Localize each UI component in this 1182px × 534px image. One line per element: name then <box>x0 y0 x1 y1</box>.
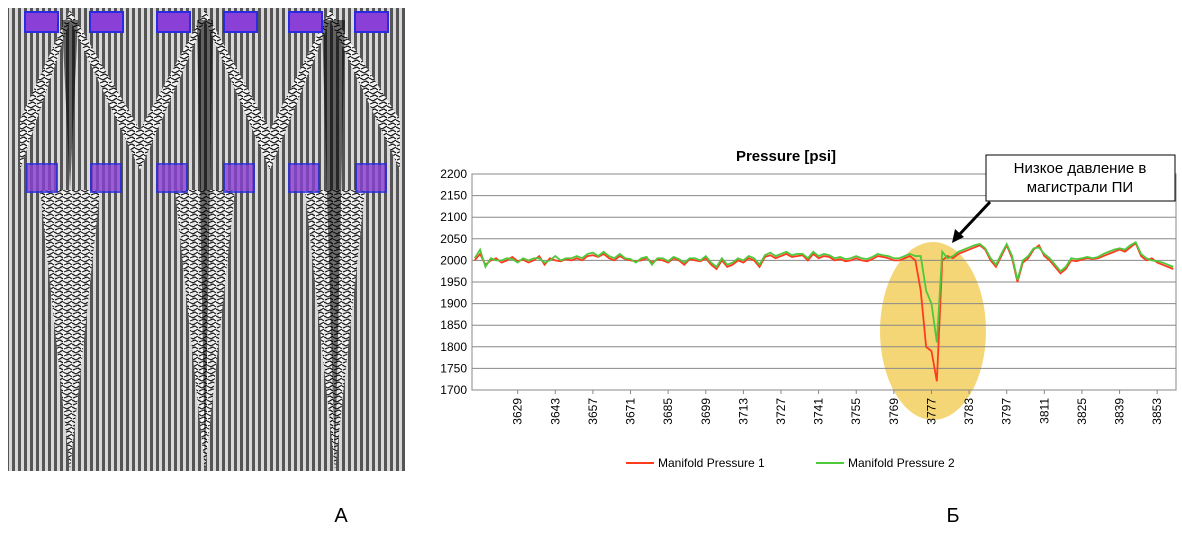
annotation: магистрали ПИ <box>1027 179 1133 196</box>
x-tick-label: 3629 <box>511 398 525 425</box>
y-tick-label: 2200 <box>440 167 467 181</box>
annotation-box <box>985 154 1176 202</box>
x-tick-label: 3777 <box>924 398 938 425</box>
x-tick-label: 3811 <box>1037 398 1051 424</box>
series-line <box>473 241 1174 382</box>
x-tick-label: 3713 <box>736 398 750 425</box>
y-tick-label: 2000 <box>440 253 467 267</box>
x-tick-label: 3685 <box>661 398 675 425</box>
x-tick-label: 3671 <box>624 398 638 425</box>
y-tick-label: 1800 <box>440 340 467 354</box>
x-tick-label: 3797 <box>1000 398 1014 425</box>
seismic-image <box>8 8 405 471</box>
x-tick-label: 3657 <box>586 398 600 425</box>
x-tick-label: 3727 <box>774 398 788 425</box>
highlight <box>880 242 986 420</box>
y-tick-label: 2150 <box>440 189 467 203</box>
y-tick-label: 2100 <box>440 210 467 224</box>
x-tick-label: 3643 <box>548 398 562 425</box>
x-tick-label: 3783 <box>962 398 976 425</box>
legend-label: Manifold Pressure 2 <box>848 456 955 470</box>
y-tick-label: 1950 <box>440 275 467 289</box>
chart-title: Pressure [psi] <box>736 148 836 165</box>
arrow <box>956 200 992 238</box>
annotation: Низкое давление в <box>1014 160 1147 177</box>
series-line <box>473 240 1174 343</box>
panel-label: А <box>334 505 348 527</box>
y-tick-label: 1900 <box>440 297 467 311</box>
x-tick-label: 3699 <box>699 398 713 425</box>
legend-label: Manifold Pressure 1 <box>658 456 765 470</box>
x-tick-label: 3825 <box>1075 398 1089 425</box>
x-tick-label: 3769 <box>887 398 901 425</box>
y-tick-label: 1700 <box>440 383 467 397</box>
y-tick-label: 2050 <box>440 232 467 246</box>
y-tick-label: 1850 <box>440 318 467 332</box>
x-tick-label: 3755 <box>849 398 863 425</box>
arrow-head <box>952 229 964 243</box>
chart: 1700 1750 1800 1850 1900 1950 2000 2050 2100 2150… <box>440 167 1177 470</box>
x-tick-label: 3853 <box>1150 398 1164 425</box>
x-tick-label: 3839 <box>1113 398 1127 425</box>
panel-label: Б <box>946 505 959 527</box>
x-tick-label: 3741 <box>812 398 826 425</box>
y-tick-label: 1750 <box>440 361 467 375</box>
